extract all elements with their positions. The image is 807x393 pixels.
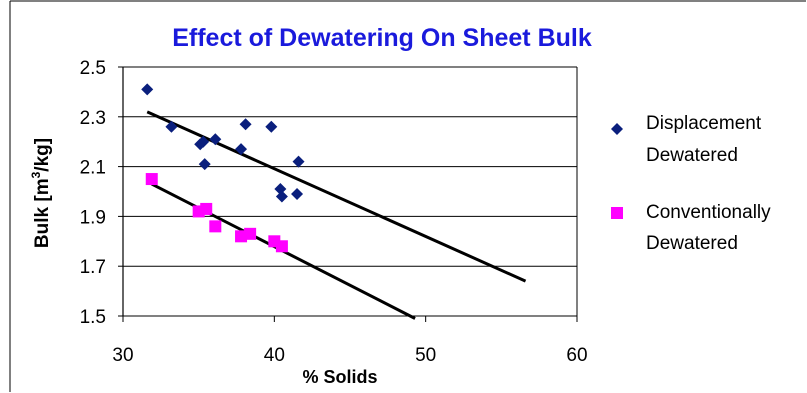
point-series0-11 — [291, 187, 304, 200]
legend-marker-displacement — [611, 123, 623, 135]
y-axis-label-sup: 3 — [29, 171, 43, 178]
point-series0-10 — [275, 190, 288, 203]
y-tick-label-1: 1.7 — [80, 257, 106, 278]
point-series1-3 — [209, 220, 222, 233]
x-tick-label-3: 60 — [566, 345, 587, 366]
point-series0-5 — [209, 133, 222, 146]
point-series1-2 — [200, 202, 213, 215]
point-series1-0 — [145, 173, 158, 186]
x-axis-label: % Solids — [302, 367, 377, 387]
x-tick-label-0: 30 — [112, 345, 133, 366]
point-series1-4 — [235, 230, 248, 243]
point-series0-1 — [165, 120, 178, 133]
point-series1-5 — [244, 227, 257, 240]
chart-title: Effect of Dewatering On Sheet Bulk — [172, 24, 592, 52]
y-tick-label-2: 1.9 — [80, 207, 106, 228]
legend-label-conventional-line2: Dewatered — [646, 233, 738, 254]
x-tick-labels: 30 40 50 60 — [112, 345, 587, 366]
point-series0-6 — [235, 143, 248, 156]
point-series0-3 — [197, 135, 210, 148]
point-series0-4 — [198, 158, 211, 171]
data-points — [141, 83, 305, 253]
legend-label-displacement-line1: Displacement — [646, 113, 762, 134]
legend-marker-conventional — [611, 207, 623, 219]
x-tick-label-1: 40 — [264, 345, 285, 366]
x-tick-label-2: 50 — [415, 345, 436, 366]
y-axis-label: Bulk [m3/kg] — [29, 138, 53, 248]
legend-label-displacement-line2: Dewatered — [646, 145, 738, 166]
y-tick-label-3: 2.1 — [80, 158, 106, 179]
point-series0-7 — [239, 118, 252, 131]
y-axis-label-main: Bulk [m — [32, 178, 53, 248]
y-tick-labels: 1.5 1.7 1.9 2.1 2.3 2.5 — [80, 58, 106, 328]
y-tick-label-0: 1.5 — [80, 307, 106, 328]
y-tick-label-4: 2.3 — [80, 108, 106, 129]
y-axis-label-tail: /kg] — [32, 138, 53, 172]
y-tick-label-5: 2.5 — [80, 58, 106, 79]
point-series0-12 — [292, 155, 305, 168]
point-series0-8 — [265, 120, 278, 133]
legend: Displacement Dewatered Conventionally De… — [611, 113, 771, 254]
point-series1-7 — [275, 240, 288, 253]
legend-label-conventional-line1: Conventionally — [646, 202, 771, 223]
point-series0-0 — [141, 83, 154, 96]
